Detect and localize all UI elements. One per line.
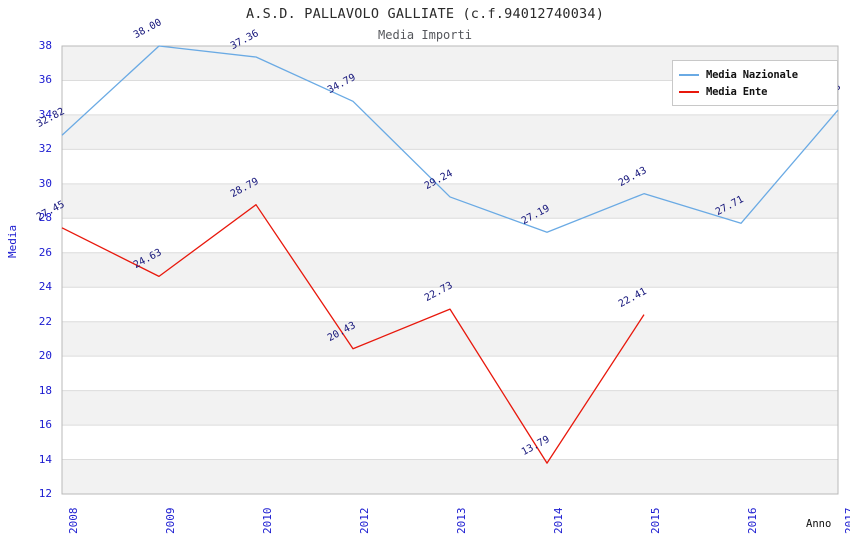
y-tick-label: 22 (38, 314, 52, 328)
y-tick-label: 26 (38, 245, 52, 259)
legend-item-media-nazionale[interactable]: Media Nazionale (679, 66, 831, 83)
x-axis-label: Anno (806, 518, 832, 530)
x-tick-label: 2017 (843, 507, 850, 535)
legend-label-media-nazionale: Media Nazionale (706, 68, 798, 81)
x-tick-label: 2008 (67, 507, 80, 535)
x-tick-label: 2014 (552, 507, 565, 535)
y-tick-label: 18 (38, 383, 52, 397)
x-tick-label: 2016 (746, 507, 759, 535)
y-tick-label: 14 (38, 452, 52, 466)
y-tick-label: 30 (38, 176, 52, 190)
y-tick-label: 34 (38, 107, 52, 121)
y-tick-label: 16 (38, 418, 52, 432)
y-tick-label: 12 (38, 487, 52, 500)
x-tick-label: 2015 (649, 507, 662, 535)
chart-subtitle: Media Importi (378, 28, 472, 42)
y-tick-label: 20 (38, 349, 52, 363)
legend-swatch-media-nazionale (679, 73, 699, 76)
x-tick-label: 2010 (261, 507, 274, 535)
y-tick-label: 24 (38, 280, 52, 294)
x-tick-label: 2013 (455, 507, 468, 535)
x-tick-label: 2009 (164, 507, 177, 535)
y-axis-label: Media (6, 224, 19, 258)
y-tick-label: 28 (38, 211, 52, 225)
chart-legend: Media Nazionale Media Ente (672, 60, 838, 106)
y-tick-label: 32 (38, 142, 52, 156)
x-tick-label: 2012 (358, 507, 371, 535)
legend-item-media-ente[interactable]: Media Ente (679, 83, 831, 100)
legend-swatch-media-ente (679, 90, 699, 93)
y-tick-label: 36 (38, 73, 52, 87)
legend-label-media-ente: Media Ente (706, 85, 768, 98)
chart-title: A.S.D. PALLAVOLO GALLIATE (c.f.940127400… (245, 6, 605, 22)
y-tick-label: 38 (38, 39, 52, 52)
